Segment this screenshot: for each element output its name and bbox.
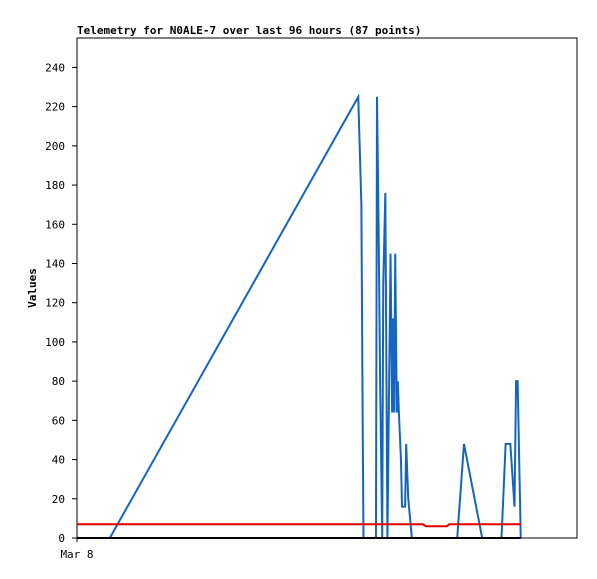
- y-tick-label: 100: [45, 336, 65, 349]
- y-axis-label: Values: [26, 268, 39, 308]
- y-tick-label: 60: [52, 414, 65, 427]
- y-tick-label: 120: [45, 297, 65, 310]
- y-tick-label: 160: [45, 218, 65, 231]
- series-line: [108, 93, 522, 539]
- y-tick-label: 0: [58, 532, 65, 545]
- y-tick-label: 200: [45, 140, 65, 153]
- series-line: [77, 523, 521, 528]
- y-tick-label: 220: [45, 101, 65, 114]
- y-tick-label: 240: [45, 61, 65, 74]
- y-tick-label: 20: [52, 493, 65, 506]
- y-tick-label: 40: [52, 454, 65, 467]
- y-tick-label: 140: [45, 257, 65, 270]
- chart-title: Telemetry for N0ALE-7 over last 96 hours…: [77, 24, 421, 37]
- y-tick-label: 180: [45, 179, 65, 192]
- x-tick-label: Mar 8: [60, 548, 93, 561]
- y-tick-label: 80: [52, 375, 65, 388]
